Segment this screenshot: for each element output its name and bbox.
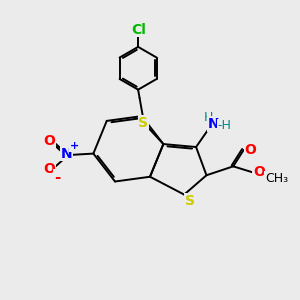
Text: O: O: [43, 162, 55, 176]
Text: +: +: [70, 141, 79, 151]
Text: -: -: [54, 170, 60, 185]
Text: S: S: [184, 194, 194, 208]
Text: H: H: [203, 111, 213, 124]
Text: N: N: [208, 117, 220, 131]
Text: S: S: [139, 116, 148, 130]
Text: Cl: Cl: [131, 22, 146, 37]
Text: CH₃: CH₃: [265, 172, 288, 185]
Text: O: O: [244, 143, 256, 157]
Text: O: O: [253, 165, 265, 179]
Text: O: O: [43, 134, 55, 148]
Text: N: N: [61, 147, 72, 160]
Text: -H: -H: [218, 119, 231, 132]
